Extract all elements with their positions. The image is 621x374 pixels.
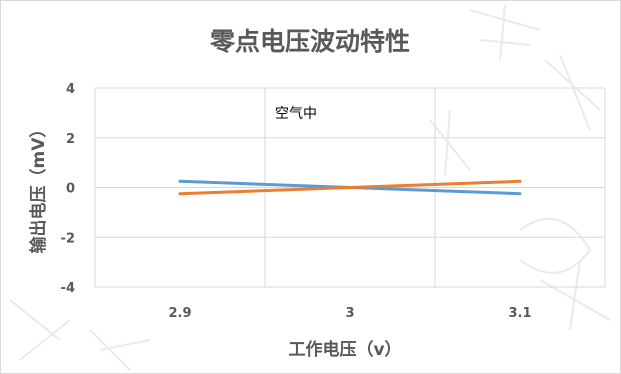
y-axis-title: 输出电压（mV） [28,121,49,254]
y-tick-labels: 4 2 0 -2 -4 [61,82,75,296]
series-line-2 [178,179,522,196]
annotation-label: 空气中 [275,106,317,122]
y-tick-label: 0 [66,182,75,197]
y-tick-label: -2 [61,231,75,246]
series-lines [178,179,522,196]
x-tick-label: 3.1 [508,306,531,321]
x-tick-labels: 2.9 3 3.1 [168,306,531,321]
y-tick-label: 4 [66,82,75,97]
x-axis-title: 工作电压（v） [288,339,401,360]
x-tick-label: 3 [345,306,354,321]
chart-title: 零点电压波动特性 [209,27,410,56]
x-tick-label: 2.9 [168,306,191,321]
gridlines [94,87,606,288]
y-tick-label: 2 [66,132,75,147]
y-tick-label: -4 [61,281,75,296]
